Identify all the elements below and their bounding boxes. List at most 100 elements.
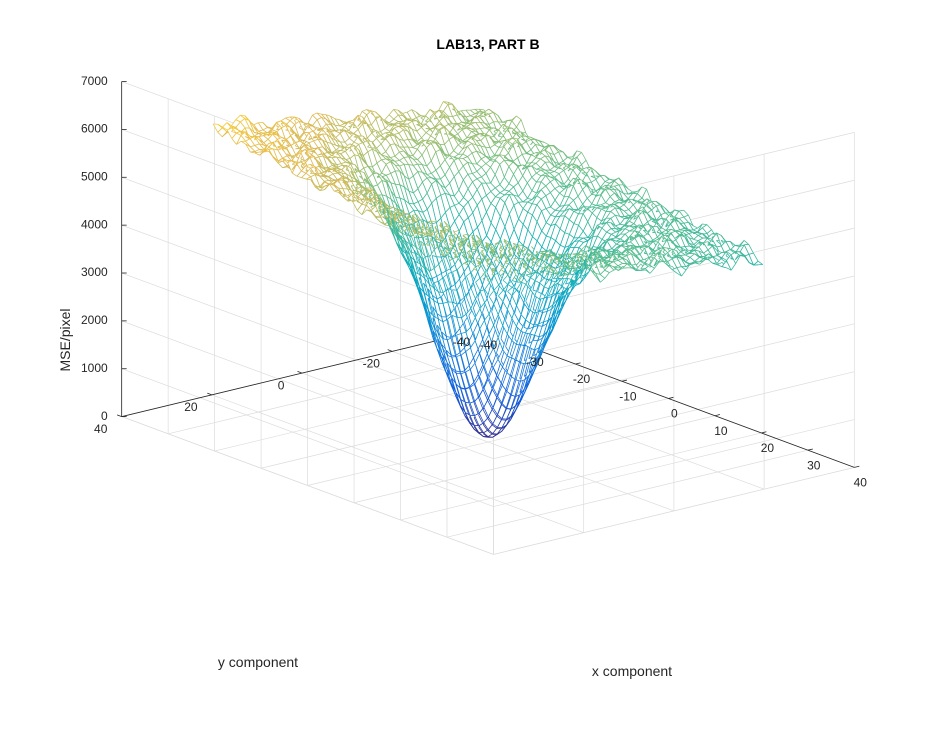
mesh-edge (287, 160, 293, 164)
mesh-edge (321, 113, 327, 120)
mesh-edge (236, 130, 242, 134)
mesh-cell (319, 176, 329, 182)
mesh-edge (296, 161, 302, 165)
grid-line (211, 394, 584, 533)
mesh-edge (245, 144, 251, 153)
mesh-cell (318, 156, 328, 168)
mesh-edge (313, 130, 319, 136)
mesh-edge (245, 136, 250, 140)
mesh-edge (301, 177, 307, 180)
mesh-edge (250, 151, 256, 153)
mesh-edge (319, 185, 325, 191)
mesh-edge (319, 175, 325, 178)
mesh-edge (235, 114, 241, 120)
mesh-edge (308, 132, 314, 142)
mesh-edge (300, 149, 306, 153)
mesh-edge (258, 129, 264, 132)
mesh-edge (263, 139, 269, 144)
mesh-cell (277, 148, 288, 159)
mesh-edge (330, 129, 336, 131)
mesh-cell (312, 113, 322, 120)
mesh-edge (291, 154, 297, 162)
mesh-edge (271, 121, 277, 129)
mesh-edge (307, 122, 313, 126)
mesh-edge (222, 132, 228, 137)
mesh-edge (268, 141, 274, 148)
mesh-edge (253, 126, 259, 132)
mesh-edge (278, 157, 284, 162)
mesh-cell (273, 149, 283, 161)
mesh-edge (282, 155, 288, 159)
mesh-edge (312, 127, 318, 132)
mesh-edge (319, 181, 325, 187)
mesh-edge (258, 132, 264, 134)
mesh-edge (277, 148, 283, 151)
mesh-edge (240, 141, 246, 145)
mesh-edge (277, 162, 283, 169)
mesh-edge (326, 123, 331, 125)
mesh-cell (250, 145, 260, 152)
mesh-edge (294, 116, 300, 119)
mesh-edge (320, 185, 325, 189)
mesh-edge (318, 138, 323, 141)
grid-line (121, 416, 494, 555)
mesh-edge (299, 140, 305, 145)
mesh-edge (249, 127, 255, 133)
mesh-edge (267, 128, 273, 134)
mesh-edge (305, 157, 311, 163)
x-tick-mark (854, 465, 860, 468)
mesh-edge (294, 133, 300, 141)
mesh-edge (277, 139, 283, 146)
y-tick-mark (116, 414, 122, 417)
mesh-cell (258, 122, 268, 130)
mesh-cell (320, 184, 330, 191)
mesh-edge (254, 143, 260, 146)
mesh-edge (314, 156, 320, 165)
mesh-edge (235, 121, 241, 128)
mesh-edge (318, 166, 325, 173)
mesh-edge (294, 116, 300, 122)
mesh-edge (240, 118, 246, 123)
mesh-edge (282, 148, 287, 150)
mesh-edge (230, 119, 237, 127)
mesh-cell (236, 135, 246, 145)
mesh-edge (304, 144, 310, 147)
mesh-edge (312, 114, 318, 120)
mesh-edge (281, 125, 287, 129)
mesh-edge (281, 145, 287, 148)
mesh-cell (296, 171, 307, 178)
grid-line (121, 368, 494, 507)
mesh-edge (277, 141, 283, 148)
mesh-edge (319, 181, 326, 188)
mesh-edge (271, 122, 278, 130)
mesh-edge (245, 140, 251, 147)
mesh-edge (321, 117, 327, 120)
mesh-edge (289, 116, 295, 121)
mesh-edge (258, 135, 264, 138)
mesh-edge (259, 143, 264, 146)
mesh-edge (298, 121, 305, 133)
mesh-edge (258, 122, 264, 131)
mesh-edge (282, 148, 288, 156)
mesh-edge (273, 141, 278, 143)
mesh-edge (300, 144, 306, 150)
x-tick-mark (807, 448, 813, 451)
mesh-edge (301, 170, 307, 174)
mesh-edge (319, 165, 324, 170)
mesh-edge (299, 120, 304, 124)
y-tick-mark (207, 392, 213, 396)
mesh-cell (310, 174, 320, 187)
mesh-edge (303, 122, 309, 125)
mesh-edge (249, 120, 255, 128)
mesh-cell (277, 137, 287, 146)
mesh-edge (250, 146, 256, 152)
mesh-edge (316, 119, 323, 130)
mesh-edge (314, 174, 321, 187)
mesh-cell (255, 151, 265, 156)
mesh-edge (296, 170, 302, 177)
mesh-cell (250, 136, 260, 146)
mesh-edge (317, 135, 323, 141)
mesh-edge (304, 144, 310, 150)
mesh-edge (295, 140, 301, 144)
